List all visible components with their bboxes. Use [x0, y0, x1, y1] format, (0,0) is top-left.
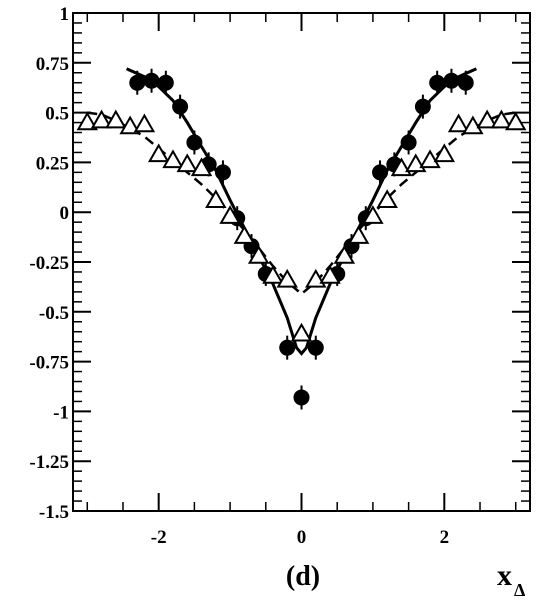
open-triangle-point — [133, 113, 156, 133]
fit-curves — [87, 67, 516, 356]
filled-circle-point — [372, 164, 389, 181]
fit-curve-dashed — [87, 111, 516, 296]
open-triangle-point — [462, 115, 484, 135]
open-triangle-point — [76, 111, 99, 131]
filled-circle-point — [279, 339, 296, 356]
y-tick-label: 0.25 — [36, 153, 69, 174]
open-triangle-point — [476, 109, 498, 129]
ticks: 1 0.75 0.5 0.25 0 -0.25 -0.5 -0.75 -1 -1.25 -1.5 -2… — [29, 4, 530, 548]
open-triangle-point — [405, 153, 427, 173]
y-tick-label: -0.5 — [39, 303, 69, 324]
y-tick-label: 1 — [60, 4, 70, 25]
open-triangle-point — [147, 143, 170, 163]
filled-circle-point — [172, 98, 189, 115]
open-triangle-point — [347, 225, 370, 244]
open-triangle-point — [319, 264, 341, 284]
filled-circle-point — [443, 72, 460, 89]
filled-circle-point — [186, 134, 203, 151]
filled-circle-point — [143, 72, 160, 89]
y-tick-label: 0 — [60, 203, 70, 224]
x-axis-label: x — [497, 559, 512, 592]
open-triangle-point — [90, 109, 113, 129]
open-triangle-point — [247, 245, 270, 264]
labels: (d) x Δ — [286, 559, 525, 600]
filled-circle-point — [414, 98, 431, 115]
y-tick-label: -1.25 — [29, 452, 69, 473]
open-triangle-point — [376, 189, 398, 208]
y-tick-label: -1.5 — [39, 502, 69, 523]
fit-curve-solid — [125, 67, 478, 356]
filled-circle-point — [400, 134, 417, 151]
open-triangle-point — [276, 268, 298, 288]
open-triangle-point — [219, 205, 241, 224]
x-tick-label: 0 — [297, 527, 307, 548]
x-tick-label: 2 — [440, 527, 450, 548]
y-tick-label: -1 — [53, 402, 69, 423]
y-tick-label: 0.5 — [45, 104, 69, 125]
filled-circle-point — [293, 389, 310, 406]
x-axis-label-subscript: Δ — [514, 580, 525, 598]
open-triangle-point — [447, 113, 470, 133]
open-triangle-point — [290, 322, 313, 342]
open-triangle-point — [119, 115, 141, 135]
open-triangle-point — [490, 109, 513, 129]
y-tick-label: -0.25 — [29, 253, 69, 274]
open-triangle-point — [205, 189, 227, 208]
panel-label: (d) — [286, 561, 320, 592]
open-triangle-point — [333, 245, 356, 264]
filled-circle-point — [429, 74, 446, 91]
filled-circle-point — [157, 74, 174, 91]
filled-circle-point — [214, 164, 231, 181]
y-tick-label: -0.75 — [29, 353, 69, 374]
open-triangle-point — [305, 268, 327, 288]
open-triangle-point — [433, 143, 456, 163]
filled-circle-point — [307, 339, 324, 356]
filled-circle-point — [457, 74, 474, 91]
filled-circle-point — [129, 74, 146, 91]
open-triangle-point — [162, 149, 184, 169]
open-triangle-point — [419, 149, 441, 169]
open-triangle-point — [233, 225, 256, 244]
open-triangle-point — [105, 109, 127, 129]
open-triangle-point — [262, 264, 284, 284]
open-triangle-point — [362, 205, 384, 224]
y-tick-label: 0.75 — [36, 54, 69, 75]
open-triangle-point — [190, 157, 213, 177]
data-points — [76, 68, 527, 410]
x-tick-label: -2 — [151, 527, 167, 548]
open-triangle-point — [504, 111, 527, 131]
open-triangle-point — [176, 153, 198, 173]
